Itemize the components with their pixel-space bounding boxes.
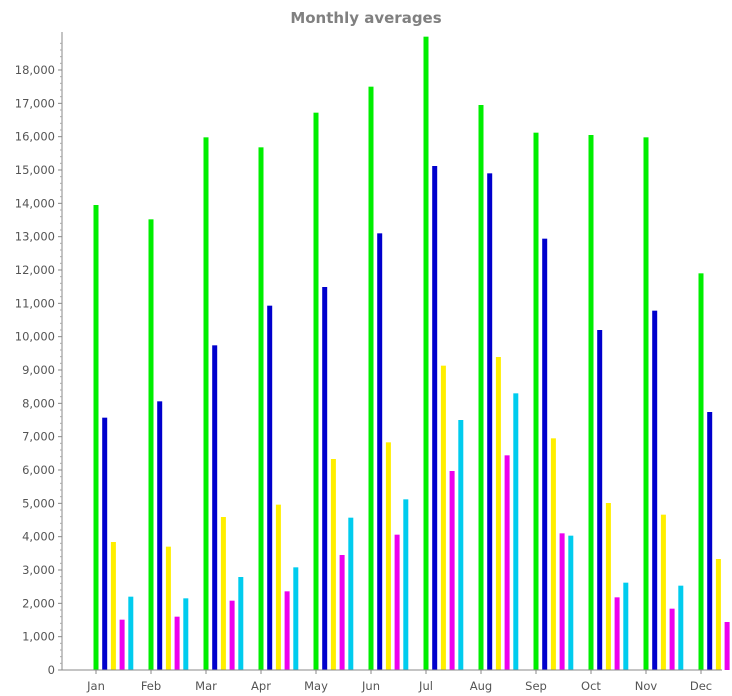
y-tick-label: 16,000 — [15, 130, 55, 144]
bar-apr-series-3 — [275, 504, 281, 670]
x-tick-label: May — [304, 679, 328, 693]
bar-apr-series-5 — [293, 567, 299, 670]
y-tick-label: 18,000 — [15, 63, 55, 77]
bar-jul-series-4 — [449, 471, 455, 670]
bar-jan-series-5 — [128, 596, 134, 670]
y-tick-label: 8,000 — [22, 396, 55, 410]
x-tick-label: Nov — [635, 679, 658, 693]
bar-mar-series-3 — [220, 517, 226, 670]
x-tick-label: Apr — [251, 679, 271, 693]
bar-oct-series-1 — [588, 135, 594, 670]
bar-jan-series-2 — [102, 417, 108, 670]
y-tick-label: 17,000 — [15, 96, 55, 110]
bar-nov-series-5 — [678, 585, 684, 670]
bar-dec-series-4 — [724, 622, 730, 670]
x-tick-label: Jan — [86, 679, 105, 693]
y-axis-ticks: 0 1,000 2,000 3,000 4,000 5,000 6,000 7,000 8,00… — [15, 42, 62, 677]
bar-aug-series-1 — [478, 105, 484, 670]
bar-nov-series-1 — [643, 137, 649, 671]
bar-aug-series-3 — [495, 357, 501, 670]
bar-feb-series-2 — [157, 401, 163, 670]
bar-may-series-5 — [348, 517, 354, 670]
x-tick-label: Oct — [581, 679, 601, 693]
bar-sep-series-3 — [550, 438, 556, 670]
x-tick-label: Mar — [195, 679, 217, 693]
bar-aug-series-2 — [487, 173, 493, 671]
bar-may-series-3 — [330, 459, 336, 670]
x-tick-label: Jul — [418, 679, 433, 693]
bar-may-series-2 — [322, 287, 328, 670]
y-tick-label: 10,000 — [15, 330, 55, 344]
x-tick-label: Feb — [141, 679, 161, 693]
y-tick-label: 9,000 — [22, 363, 55, 377]
bar-apr-series-1 — [258, 147, 264, 671]
bar-mar-series-4 — [229, 600, 235, 670]
chart-title: Monthly averages — [290, 9, 442, 27]
y-tick-label: 7,000 — [22, 430, 55, 444]
bar-jul-series-5 — [458, 420, 464, 670]
bars-group — [93, 36, 730, 671]
bar-jun-series-4 — [394, 534, 400, 670]
x-tick-label: Aug — [470, 679, 492, 693]
bar-apr-series-4 — [284, 591, 290, 670]
bar-jul-series-3 — [440, 365, 446, 670]
bar-dec-series-3 — [715, 559, 721, 670]
bar-jun-series-1 — [368, 86, 374, 670]
bar-jun-series-5 — [403, 499, 409, 670]
bar-oct-series-3 — [605, 503, 611, 670]
bar-sep-series-5 — [568, 535, 574, 670]
bar-feb-series-1 — [148, 219, 154, 671]
x-tick-label: Jun — [361, 679, 380, 693]
bar-jul-series-2 — [432, 166, 438, 670]
y-tick-label: 13,000 — [15, 230, 55, 244]
y-tick-label: 12,000 — [15, 263, 55, 277]
y-tick-label: 6,000 — [22, 463, 55, 477]
y-tick-label: 4,000 — [22, 530, 55, 544]
y-tick-label: 2,000 — [22, 596, 55, 610]
bar-apr-series-2 — [267, 305, 273, 670]
bar-jan-series-1 — [93, 205, 99, 670]
y-tick-label: 15,000 — [15, 163, 55, 177]
bar-nov-series-2 — [652, 310, 658, 670]
y-tick-label: 0 — [48, 663, 55, 677]
y-tick-label: 1,000 — [22, 630, 55, 644]
bar-jun-series-2 — [377, 233, 383, 671]
x-tick-label: Dec — [690, 679, 712, 693]
bar-feb-series-3 — [165, 546, 171, 670]
y-tick-label: 11,000 — [15, 296, 55, 310]
bar-jun-series-3 — [385, 442, 391, 670]
bar-aug-series-5 — [513, 393, 519, 670]
bar-dec-series-1 — [698, 273, 704, 670]
x-axis-ticks: Jan Feb Mar Apr May Jun Jul Aug Sep Oct Nov Dec — [86, 670, 712, 693]
bar-oct-series-5 — [623, 582, 629, 670]
bar-nov-series-3 — [660, 514, 666, 670]
bar-nov-series-4 — [669, 608, 675, 670]
bar-aug-series-4 — [504, 455, 510, 670]
bar-jan-series-4 — [119, 619, 125, 670]
bar-mar-series-1 — [203, 137, 209, 671]
y-tick-label: 5,000 — [22, 496, 55, 510]
bar-feb-series-5 — [183, 598, 189, 670]
bar-mar-series-2 — [212, 345, 218, 670]
bar-may-series-4 — [339, 555, 345, 670]
bar-feb-series-4 — [174, 616, 180, 670]
bar-oct-series-2 — [597, 330, 603, 670]
bar-jan-series-3 — [110, 542, 116, 670]
bar-may-series-1 — [313, 112, 319, 670]
y-tick-label: 14,000 — [15, 196, 55, 210]
bar-oct-series-4 — [614, 597, 620, 670]
bar-sep-series-1 — [533, 132, 539, 670]
bar-jul-series-1 — [423, 36, 429, 670]
y-tick-label: 3,000 — [22, 563, 55, 577]
x-tick-label: Sep — [525, 679, 547, 693]
bar-dec-series-2 — [707, 412, 713, 670]
bar-sep-series-2 — [542, 238, 548, 670]
bar-mar-series-5 — [238, 577, 244, 670]
bar-sep-series-4 — [559, 533, 565, 670]
